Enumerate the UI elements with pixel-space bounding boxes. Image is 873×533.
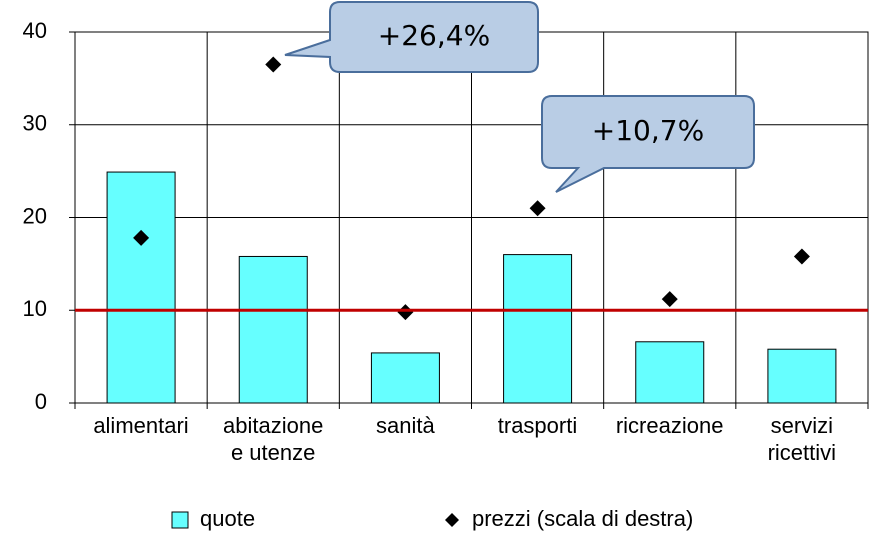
bar	[504, 255, 572, 403]
x-tick-label: servizi ricettivi	[736, 412, 868, 466]
x-tick-label: ricreazione	[604, 412, 736, 439]
legend-swatch	[172, 512, 188, 528]
bar	[371, 353, 439, 403]
x-tick-label: trasporti	[472, 412, 604, 439]
y-tick-label: 30	[23, 111, 47, 136]
point	[397, 304, 413, 320]
callout: +26,4%	[285, 2, 538, 72]
point	[794, 248, 810, 264]
legend-swatch	[445, 513, 459, 527]
bar	[636, 342, 704, 403]
point	[265, 56, 281, 72]
x-tick-label: abitazione e utenze	[207, 412, 339, 466]
callout: +10,7%	[542, 96, 754, 192]
bar	[768, 349, 836, 403]
y-tick-label: 10	[23, 296, 47, 321]
legend-label: prezzi (scala di destra)	[472, 506, 693, 531]
y-tick-label: 0	[35, 389, 47, 414]
bar	[107, 172, 175, 403]
y-tick-label: 20	[23, 203, 47, 228]
y-tick-label: 40	[23, 18, 47, 43]
legend-label: quote	[200, 506, 255, 531]
callout-text: +26,4%	[378, 19, 490, 52]
x-tick-label: sanità	[339, 412, 471, 439]
x-tick-label: alimentari	[75, 412, 207, 439]
page: 0 10 20 30 40 +26,4% +10,7% quote prezzi (scala …	[0, 0, 873, 533]
point	[530, 200, 546, 216]
point	[662, 291, 678, 307]
callout-text: +10,7%	[592, 114, 704, 147]
bar	[239, 256, 307, 403]
